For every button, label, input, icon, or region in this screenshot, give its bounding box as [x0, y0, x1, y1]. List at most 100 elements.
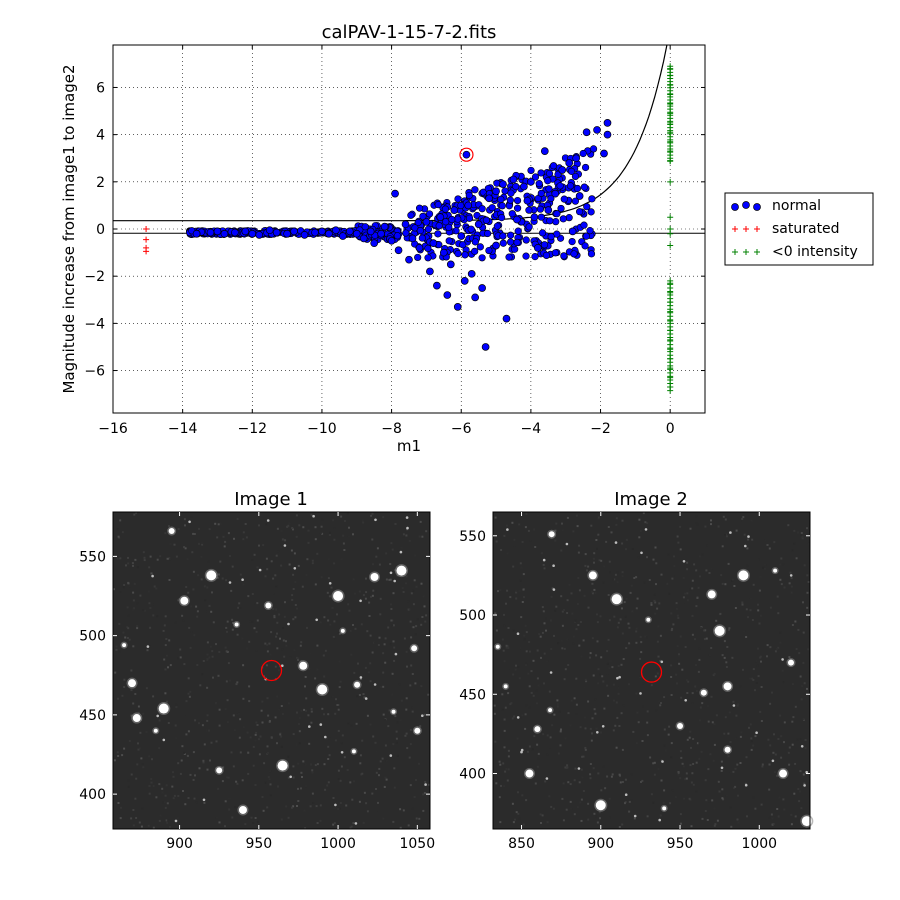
noise-pixel	[694, 638, 696, 641]
star	[340, 628, 345, 633]
noise-pixel	[498, 796, 501, 799]
star	[738, 570, 749, 581]
noise-pixel	[307, 541, 310, 544]
faint-star	[781, 658, 784, 661]
noise-pixel	[165, 819, 168, 822]
noise-pixel	[171, 785, 174, 788]
scatter-point	[588, 195, 596, 203]
star	[317, 684, 328, 695]
noise-pixel	[343, 549, 346, 551]
noise-pixel	[761, 765, 764, 768]
noise-pixel	[339, 802, 342, 804]
noise-pixel	[233, 537, 235, 540]
scatter-point	[498, 202, 506, 210]
noise-pixel	[730, 825, 733, 828]
noise-pixel	[415, 585, 418, 588]
noise-pixel	[198, 542, 200, 545]
scatter-point	[424, 254, 432, 262]
noise-pixel	[422, 595, 425, 598]
noise-pixel	[671, 577, 674, 580]
scatter-point	[568, 237, 576, 246]
noise-pixel	[611, 666, 614, 669]
faint-star	[389, 754, 393, 757]
noise-pixel	[757, 603, 759, 606]
noise-pixel	[301, 776, 303, 778]
noise-pixel	[319, 621, 322, 624]
noise-pixel	[167, 722, 170, 724]
noise-pixel	[523, 634, 526, 637]
noise-pixel	[377, 801, 379, 804]
noise-pixel	[503, 729, 506, 732]
noise-pixel	[371, 651, 374, 654]
faint-star	[312, 514, 315, 518]
noise-pixel	[714, 823, 717, 826]
noise-pixel	[701, 702, 704, 705]
noise-pixel	[119, 817, 122, 820]
noise-pixel	[743, 630, 746, 633]
faint-star	[660, 660, 664, 664]
noise-pixel	[202, 759, 205, 762]
noise-pixel	[181, 614, 184, 617]
noise-pixel	[242, 538, 245, 541]
legend: normal saturated <0 intensity	[724, 192, 874, 266]
noise-pixel	[529, 539, 532, 542]
noise-pixel	[579, 801, 582, 804]
noise-pixel	[158, 719, 161, 722]
noise-pixel	[264, 575, 267, 578]
noise-pixel	[599, 817, 601, 820]
noise-pixel	[788, 746, 791, 749]
noise-pixel	[686, 592, 689, 595]
noise-pixel	[427, 788, 429, 791]
noise-pixel	[707, 768, 710, 771]
noise-pixel	[612, 683, 615, 686]
scatter-point-normal	[582, 128, 591, 137]
noise-pixel	[208, 729, 210, 732]
scatter-point-negative	[667, 289, 674, 296]
noise-pixel	[191, 551, 194, 554]
faint-star	[373, 683, 377, 686]
noise-pixel	[399, 826, 402, 829]
noise-pixel	[699, 575, 701, 578]
scatter-point-normal	[453, 302, 462, 311]
noise-pixel	[713, 672, 716, 675]
noise-pixel	[621, 823, 624, 826]
noise-pixel	[544, 780, 547, 783]
noise-pixel	[363, 791, 366, 794]
faint-star	[658, 818, 661, 822]
noise-pixel	[575, 713, 578, 715]
noise-pixel	[617, 692, 620, 695]
noise-pixel	[710, 523, 712, 526]
noise-pixel	[783, 721, 786, 724]
noise-pixel	[371, 512, 374, 515]
noise-pixel	[752, 744, 755, 747]
noise-pixel	[311, 792, 314, 795]
noise-pixel	[768, 816, 771, 819]
noise-pixel	[308, 667, 311, 670]
noise-pixel	[715, 619, 718, 622]
noise-pixel	[276, 742, 278, 745]
noise-pixel	[311, 562, 314, 565]
noise-pixel	[639, 675, 641, 678]
noise-pixel	[673, 565, 676, 567]
x-tick-label: −14	[168, 421, 198, 437]
noise-pixel	[505, 644, 508, 647]
noise-pixel	[541, 631, 544, 634]
y-tick-label: 6	[96, 80, 105, 96]
noise-pixel	[217, 787, 220, 790]
noise-pixel	[653, 761, 656, 764]
noise-pixel	[597, 772, 600, 775]
noise-pixel	[187, 730, 190, 733]
noise-pixel	[233, 729, 236, 732]
noise-pixel	[645, 636, 648, 639]
noise-pixel	[741, 603, 744, 606]
noise-pixel	[549, 746, 551, 749]
scatter-point	[454, 215, 462, 223]
noise-pixel	[333, 807, 336, 810]
noise-pixel	[720, 760, 723, 763]
noise-pixel	[215, 643, 217, 646]
noise-pixel	[759, 575, 762, 578]
noise-pixel	[304, 763, 307, 766]
scatter-point	[571, 172, 580, 180]
noise-pixel	[301, 585, 304, 588]
faint-star	[789, 574, 793, 577]
